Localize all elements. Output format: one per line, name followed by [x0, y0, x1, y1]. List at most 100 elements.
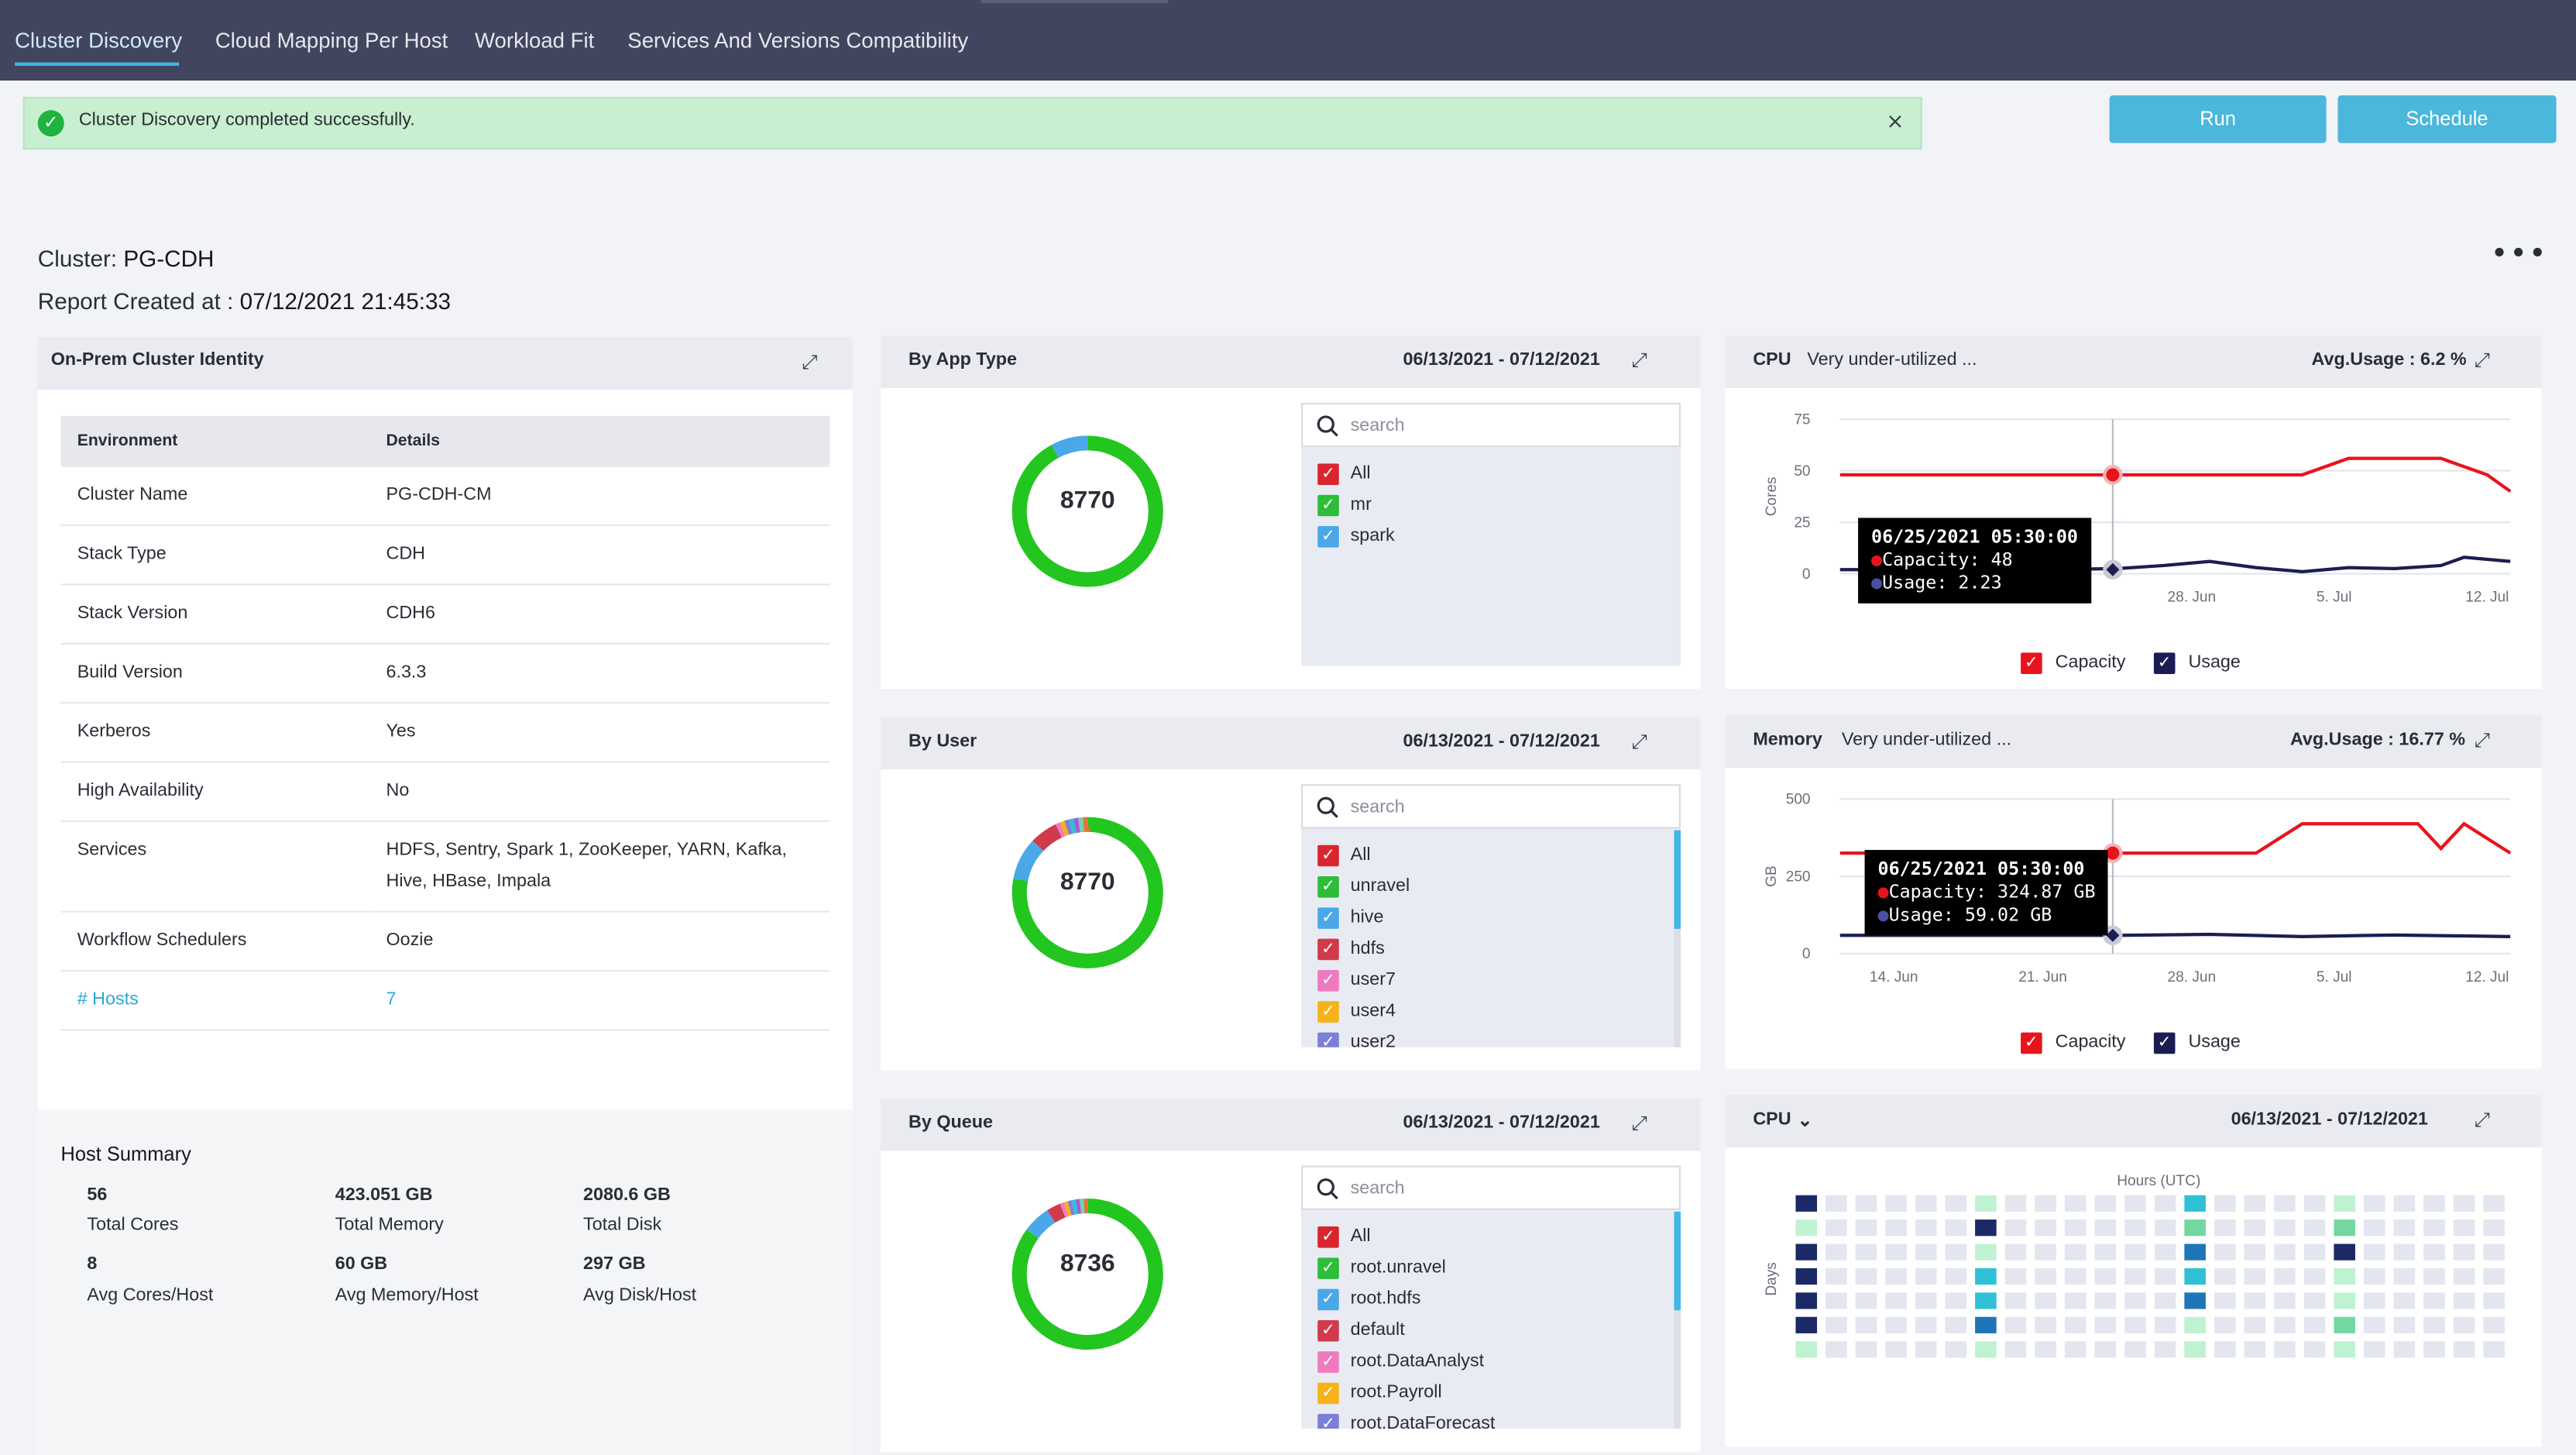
legend-capacity[interactable]: Capacity — [2055, 652, 2126, 672]
checkbox-checked-icon[interactable]: ✓ — [2153, 652, 2176, 675]
run-button[interactable]: Run — [2109, 95, 2327, 143]
checkbox-label: unravel — [1350, 876, 1410, 896]
tab-workload-fit[interactable]: Workload Fit — [475, 28, 595, 53]
legend-usage[interactable]: Usage — [2188, 1032, 2241, 1053]
heatmap-cell — [1795, 1268, 1818, 1285]
expand-icon[interactable]: ⤢ — [2474, 728, 2490, 752]
hosts-count-link[interactable]: 7 — [369, 971, 830, 1031]
tab-cluster-discovery[interactable]: Cluster Discovery — [15, 28, 183, 53]
series-line — [1839, 821, 2512, 855]
legend-capacity[interactable]: Capacity — [2055, 1032, 2126, 1053]
checkbox-label: hdfs — [1350, 938, 1385, 959]
heatmap-cell — [2363, 1243, 2385, 1261]
series-line — [1839, 456, 2512, 493]
checkbox-checked-icon[interactable]: ✓ — [2021, 1032, 2042, 1054]
chevron-down-icon[interactable]: ⌄ — [1797, 1111, 1813, 1131]
scrollbar-thumb[interactable] — [1674, 1211, 1681, 1311]
expand-icon[interactable]: ⤢ — [2474, 348, 2490, 372]
checkbox-checked-icon[interactable]: ✓ — [2153, 1032, 2176, 1054]
env-value: HDFS, Sentry, Spark 1, ZooKeeper, YARN, … — [369, 820, 830, 913]
search-input[interactable]: search — [1300, 784, 1681, 829]
tab-cloud-mapping-per-host[interactable]: Cloud Mapping Per Host — [215, 28, 448, 53]
user-donut[interactable] — [1008, 813, 1166, 972]
checkbox-checked-icon[interactable]: ✓ — [1317, 1257, 1339, 1279]
search-input[interactable]: search — [1300, 1165, 1681, 1210]
heatmap-cell — [1915, 1219, 1937, 1237]
cpu-heatmap[interactable]: Hours (UTC) Days — [1725, 1147, 2541, 1443]
checkbox-checked-icon[interactable]: ✓ — [1317, 1001, 1339, 1023]
expand-icon[interactable]: ⤢ — [802, 349, 818, 373]
nav-separator — [981, 0, 1169, 4]
search-input[interactable]: search — [1300, 402, 1681, 448]
table-row: Build Version 6.3.3 — [60, 643, 830, 704]
heatmap-cell — [2244, 1219, 2266, 1237]
scrollbar[interactable] — [1674, 830, 1681, 1047]
checkbox-checked-icon[interactable]: ✓ — [1317, 1351, 1339, 1373]
env-key: Services — [60, 820, 370, 913]
heatmap-cell — [2423, 1341, 2445, 1358]
checkbox-checked-icon[interactable]: ✓ — [1317, 1319, 1339, 1342]
table-row: Stack Version CDH6 — [60, 584, 830, 645]
expand-icon[interactable]: ⤢ — [2474, 1108, 2490, 1131]
heatmap-cell — [2453, 1243, 2475, 1261]
checkbox-checked-icon[interactable]: ✓ — [1317, 1226, 1339, 1248]
checkbox-checked-icon[interactable]: ✓ — [1317, 969, 1339, 992]
search-icon — [1317, 1178, 1338, 1200]
checkbox-checked-icon[interactable]: ✓ — [1317, 494, 1339, 517]
x-tick-label: 28. Jun — [2168, 969, 2217, 985]
checkbox-checked-icon[interactable]: ✓ — [2021, 652, 2042, 675]
heatmap-cell — [2154, 1341, 2176, 1358]
queue-donut[interactable] — [1008, 1195, 1166, 1354]
heatmap-cell — [1855, 1219, 1877, 1237]
expand-icon[interactable]: ⤢ — [1631, 730, 1647, 753]
heatmap-cell — [2004, 1219, 2027, 1237]
heatmap-cell — [2124, 1341, 2146, 1358]
hosts-link[interactable]: # Hosts — [60, 971, 370, 1031]
heatmap-cell — [2004, 1316, 2027, 1333]
checkbox-checked-icon[interactable]: ✓ — [1317, 1032, 1339, 1047]
scrollbar-thumb[interactable] — [1674, 830, 1681, 929]
checkbox-checked-icon[interactable]: ✓ — [1317, 526, 1339, 548]
app-type-donut[interactable] — [1008, 432, 1166, 590]
date-range: 06/13/2021 - 07/12/2021 — [2231, 1109, 2428, 1130]
panel-header: By App Type 06/13/2021 - 07/12/2021 ⤢ — [880, 335, 1701, 388]
schedule-button[interactable]: Schedule — [2337, 95, 2557, 143]
checkbox-checked-icon[interactable]: ✓ — [1317, 463, 1339, 485]
heatmap-cell — [2244, 1268, 2266, 1285]
tab-services-and-versions[interactable]: Services And Versions Compatibility — [627, 28, 969, 53]
heatmap-cell — [2035, 1341, 2056, 1358]
expand-icon[interactable]: ⤢ — [1631, 1111, 1647, 1135]
environment-table: Environment Details Cluster Name PG-CDH-C… — [60, 415, 830, 1031]
checkbox-checked-icon[interactable]: ✓ — [1317, 938, 1339, 961]
checkbox-checked-icon[interactable]: ✓ — [1317, 1288, 1339, 1311]
checkbox-checked-icon[interactable]: ✓ — [1317, 907, 1339, 929]
checkbox-checked-icon[interactable]: ✓ — [1317, 1382, 1339, 1405]
heatmap-cell — [2064, 1243, 2087, 1261]
expand-icon[interactable]: ⤢ — [1631, 348, 1647, 372]
by-queue-panel: By Queue 06/13/2021 - 07/12/2021 ⤢ 8736 … — [880, 1098, 1701, 1452]
checkbox-checked-icon[interactable]: ✓ — [1317, 876, 1339, 898]
close-icon[interactable]: × — [1886, 110, 1905, 136]
host-summary-title: Host Summary — [60, 1142, 191, 1166]
legend-usage[interactable]: Usage — [2188, 652, 2241, 672]
column-header: Details — [369, 415, 830, 467]
avg-usage: Avg.Usage : 6.2 % — [2311, 349, 2467, 370]
panel-title[interactable]: CPU — [1753, 1109, 1791, 1130]
checkbox-checked-icon[interactable]: ✓ — [1317, 1413, 1339, 1429]
scrollbar[interactable] — [1674, 1211, 1681, 1429]
heatmap-cell — [1975, 1316, 1997, 1333]
table-row[interactable]: # Hosts 7 — [60, 971, 830, 1031]
more-options-icon[interactable]: ••• — [2490, 236, 2548, 272]
panel-header: CPU Very under-utilized ... Avg.Usage : … — [1725, 335, 2542, 388]
memory-line-chart[interactable]: 0 250 500 14. Jun 21. Jun 28. Jun 5. Jul 12. Ju… — [1725, 768, 2541, 1014]
heatmap-cell — [2423, 1219, 2445, 1237]
checkbox-list: ✓ All ✓ root.unravel ✓ root.hdfs ✓ default ✓ root… — [1301, 1212, 1681, 1429]
stat-label: Total Memory — [335, 1215, 444, 1235]
checkbox-checked-icon[interactable]: ✓ — [1317, 844, 1339, 867]
heatmap-cell — [2334, 1243, 2355, 1261]
checkbox-label: hive — [1350, 907, 1384, 927]
heatmap-cell — [1915, 1292, 1937, 1309]
panel-title: CPU — [1753, 349, 1791, 370]
checkbox-label: root.Payroll — [1350, 1382, 1442, 1403]
